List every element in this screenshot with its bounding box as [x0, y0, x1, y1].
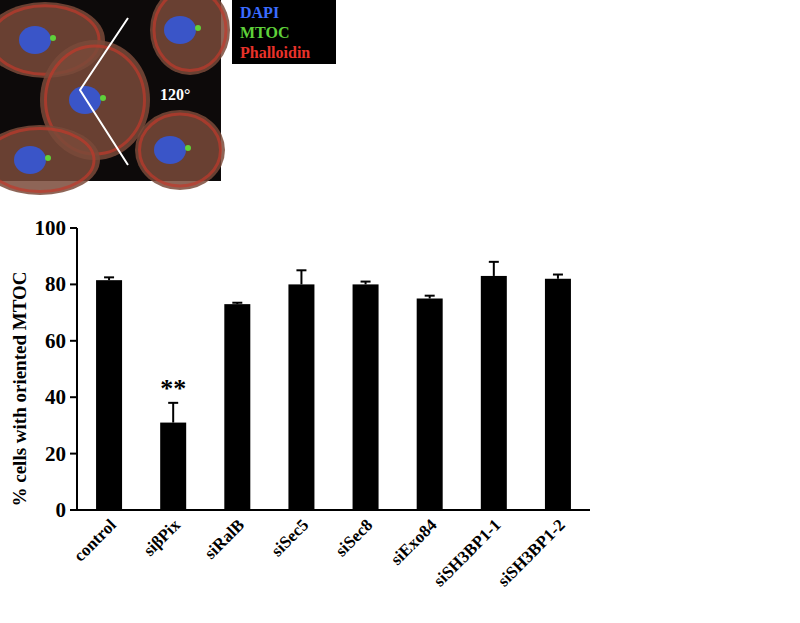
bar	[417, 299, 443, 511]
x-tick-label: siExo84	[387, 515, 441, 569]
chart: 120° DAPI MTOC Phalloidin 0 20 40 60 80 100 % cell…	[0, 0, 800, 623]
error-stem	[172, 403, 174, 423]
y-tick-label: 20	[45, 442, 66, 466]
y-tick-label: 60	[45, 329, 66, 353]
bar	[353, 284, 379, 510]
y-tick-label: 40	[45, 385, 66, 409]
error-cap	[296, 269, 306, 271]
mtoc-dot	[195, 25, 201, 31]
inset-legend-label: Phalloidin	[240, 44, 310, 61]
bar	[224, 304, 250, 510]
x-tick-label: siSH3BP1-2	[494, 515, 569, 590]
y-tick	[70, 509, 77, 511]
error-bar	[232, 303, 242, 304]
error-cap	[104, 276, 114, 278]
cell-body	[150, 0, 230, 75]
inset-legend-bg	[232, 0, 336, 64]
inset-legend-label: DAPI	[240, 4, 279, 21]
micrograph: 120°	[0, 0, 230, 195]
x-tick-label: siSec5	[267, 515, 312, 560]
bar	[288, 284, 314, 510]
error-cap	[232, 302, 242, 304]
mtoc-dot	[185, 145, 191, 151]
error-bar	[361, 282, 371, 285]
x-axis	[77, 509, 590, 511]
y-axis	[76, 228, 78, 510]
mtoc-dot	[50, 35, 56, 41]
bar	[481, 276, 507, 510]
angle-lines	[80, 18, 128, 165]
nucleus	[14, 146, 46, 174]
y-tick	[70, 227, 77, 229]
bars	[96, 262, 571, 510]
nucleus	[164, 16, 196, 44]
cell-body	[0, 125, 100, 195]
y-tick-label: 0	[56, 498, 67, 522]
y-tick	[70, 453, 77, 455]
cell-body	[135, 110, 225, 190]
error-bar	[425, 296, 435, 299]
nucleus	[69, 86, 101, 114]
significance-label: **	[160, 374, 186, 403]
x-tick-label: siβPix	[140, 515, 185, 560]
bar	[160, 423, 186, 510]
y-tick-label: 100	[35, 216, 67, 240]
y-tick	[70, 283, 77, 285]
nucleus	[154, 136, 186, 164]
error-cap	[361, 281, 371, 283]
inset-legend-label: MTOC	[240, 24, 289, 41]
error-stem	[493, 262, 495, 276]
error-bar	[296, 270, 306, 284]
error-stem	[300, 270, 302, 284]
error-cap	[553, 274, 563, 276]
error-cap	[425, 295, 435, 297]
x-tick-label: control	[70, 515, 120, 565]
inset-legend: DAPI MTOC Phalloidin	[232, 0, 336, 64]
error-bar	[168, 403, 178, 423]
y-axis-label: % cells with oriented MTOC	[9, 271, 30, 506]
y-tick	[70, 396, 77, 398]
x-tick-label: siSH3BP1-1	[430, 515, 505, 590]
mtoc-dot	[100, 95, 106, 101]
error-bar	[104, 277, 114, 280]
error-bar	[489, 262, 499, 276]
cell-actin	[154, 0, 226, 71]
x-tick-label: siRalB	[201, 515, 249, 563]
cell-actin	[0, 129, 94, 192]
bar	[96, 280, 122, 510]
bar	[545, 279, 571, 510]
chart-root: 120° DAPI MTOC Phalloidin 0 20 40 60 80 100 % cell…	[0, 0, 800, 623]
y-tick	[70, 340, 77, 342]
y-tick-label: 80	[45, 272, 66, 296]
cell-actin	[140, 114, 221, 186]
mtoc-dot	[45, 155, 51, 161]
nucleus	[19, 26, 51, 54]
error-cap	[489, 261, 499, 263]
error-bar	[553, 275, 563, 279]
x-tick-label: siSec8	[332, 515, 377, 560]
angle-label: 120°	[160, 86, 190, 103]
